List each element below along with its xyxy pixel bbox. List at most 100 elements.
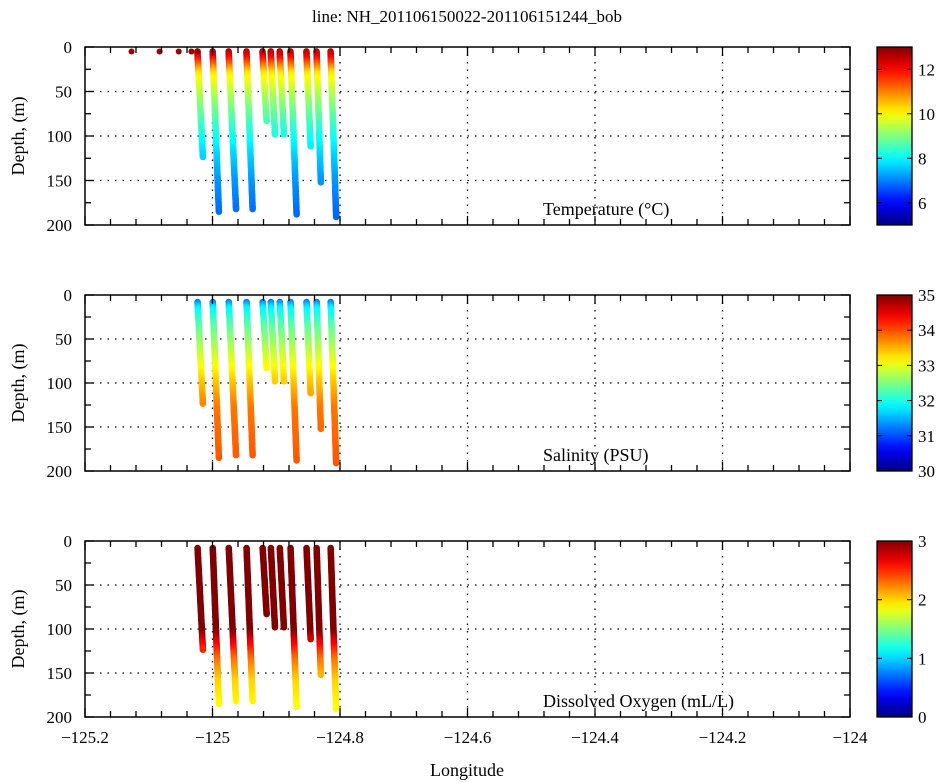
data-point	[271, 377, 279, 385]
panel-0: 0 50 100 150 200 Depth, (m) Temperature (°C) 6 8…	[8, 38, 935, 235]
data-point	[332, 705, 340, 713]
cast-7	[287, 544, 300, 710]
data-point	[232, 205, 240, 213]
data-point	[199, 646, 207, 653]
y-tick-label: 0	[64, 38, 73, 57]
cast-8	[303, 298, 314, 397]
data-point	[175, 48, 182, 55]
data-point	[215, 208, 223, 215]
y-tick-label: 200	[47, 462, 73, 481]
data-point	[128, 48, 135, 55]
data-point	[280, 130, 288, 138]
y-tick-label: 50	[55, 83, 72, 102]
cast-6	[276, 544, 288, 631]
cast-0	[194, 48, 207, 161]
colorbar-tick-label: 12	[918, 60, 935, 79]
x-tick-label: −125.2	[61, 728, 109, 747]
cast-10	[327, 544, 340, 713]
colorbar-tick-label: 10	[918, 105, 935, 124]
cast-5	[267, 48, 279, 138]
cast-2	[225, 544, 240, 705]
panel-annotation: Temperature (°C)	[543, 199, 669, 220]
x-tick-label: −124	[832, 728, 868, 747]
y-tick-label: 50	[55, 576, 72, 595]
cast-10	[327, 298, 340, 467]
y-tick-label: 0	[64, 286, 73, 305]
cast-7	[287, 298, 300, 464]
y-tick-label: 100	[47, 127, 73, 146]
y-axis-label: Depth, (m)	[8, 97, 29, 176]
colorbar-tick-label: 34	[918, 321, 936, 340]
panel-1: 0 50 100 150 200 Depth, (m) Salinity (PSU) 30 31…	[8, 286, 936, 481]
cast-6	[276, 48, 288, 138]
x-tick-label: −125	[195, 728, 230, 747]
data-point	[263, 610, 270, 618]
cast-9	[313, 48, 325, 186]
data-point	[293, 457, 300, 464]
cast-1	[209, 544, 223, 708]
data-point	[249, 205, 256, 213]
data-point	[307, 389, 314, 397]
data-point	[271, 130, 279, 138]
data-point	[317, 671, 325, 679]
cast-2	[225, 48, 240, 213]
data-point	[280, 623, 288, 631]
cast-10	[327, 48, 340, 221]
data-point	[332, 459, 340, 467]
cast-0	[194, 298, 207, 407]
cast-4	[259, 298, 270, 372]
cast-8	[303, 48, 314, 150]
x-tick-label: −124.6	[444, 728, 492, 747]
data-point	[232, 451, 240, 459]
data-point	[317, 178, 325, 186]
colorbar-tick-label: 35	[918, 286, 935, 305]
y-tick-label: 0	[64, 532, 73, 551]
y-tick-label: 50	[55, 330, 72, 349]
cast-3	[243, 48, 256, 213]
colorbar-tick-label: 33	[918, 356, 935, 375]
cast-5	[267, 298, 279, 385]
y-axis-label: Depth, (m)	[8, 344, 29, 423]
cast-0	[194, 544, 207, 653]
data-point	[293, 703, 300, 710]
colorbar-tick-label: 1	[918, 649, 927, 668]
data-point	[232, 697, 240, 705]
cast-3	[243, 298, 256, 459]
x-tick-label: −124.2	[699, 728, 747, 747]
y-tick-label: 100	[47, 620, 73, 639]
x-tick-label: −124.8	[316, 728, 364, 747]
colorbar-tick-label: 6	[918, 194, 927, 213]
cast-4	[259, 48, 270, 125]
data-point	[215, 700, 223, 708]
cast-8	[303, 544, 314, 643]
data-point	[188, 48, 195, 55]
data-point	[332, 213, 340, 221]
data-point	[199, 153, 207, 161]
colorbar-tick-label: 30	[918, 462, 935, 481]
y-tick-label: 150	[47, 418, 73, 437]
colorbar-tick-label: 2	[918, 591, 927, 610]
cast-6	[276, 298, 288, 385]
data-point	[280, 377, 288, 385]
cast-9	[313, 544, 325, 679]
data-point	[249, 697, 256, 705]
cast-4	[259, 544, 270, 618]
data-point	[307, 142, 314, 150]
cast-3	[243, 544, 256, 705]
colorbar-tick-label: 3	[918, 532, 927, 551]
data-point	[199, 400, 207, 407]
chart-title: line: NH_201106150022-201106151244_bob	[312, 7, 622, 26]
cast-1	[209, 298, 223, 462]
colorbar-tick-label: 8	[918, 149, 927, 168]
cast-2	[225, 298, 240, 459]
cast-7	[287, 48, 300, 218]
data-point	[317, 425, 325, 433]
data-point	[271, 623, 279, 631]
cast-5	[267, 544, 279, 631]
colorbar	[876, 294, 913, 472]
panel-annotation: Dissolved Oxygen (mL/L)	[543, 691, 734, 712]
data-point	[194, 48, 201, 55]
cast-1	[209, 48, 223, 215]
y-tick-label: 100	[47, 374, 73, 393]
